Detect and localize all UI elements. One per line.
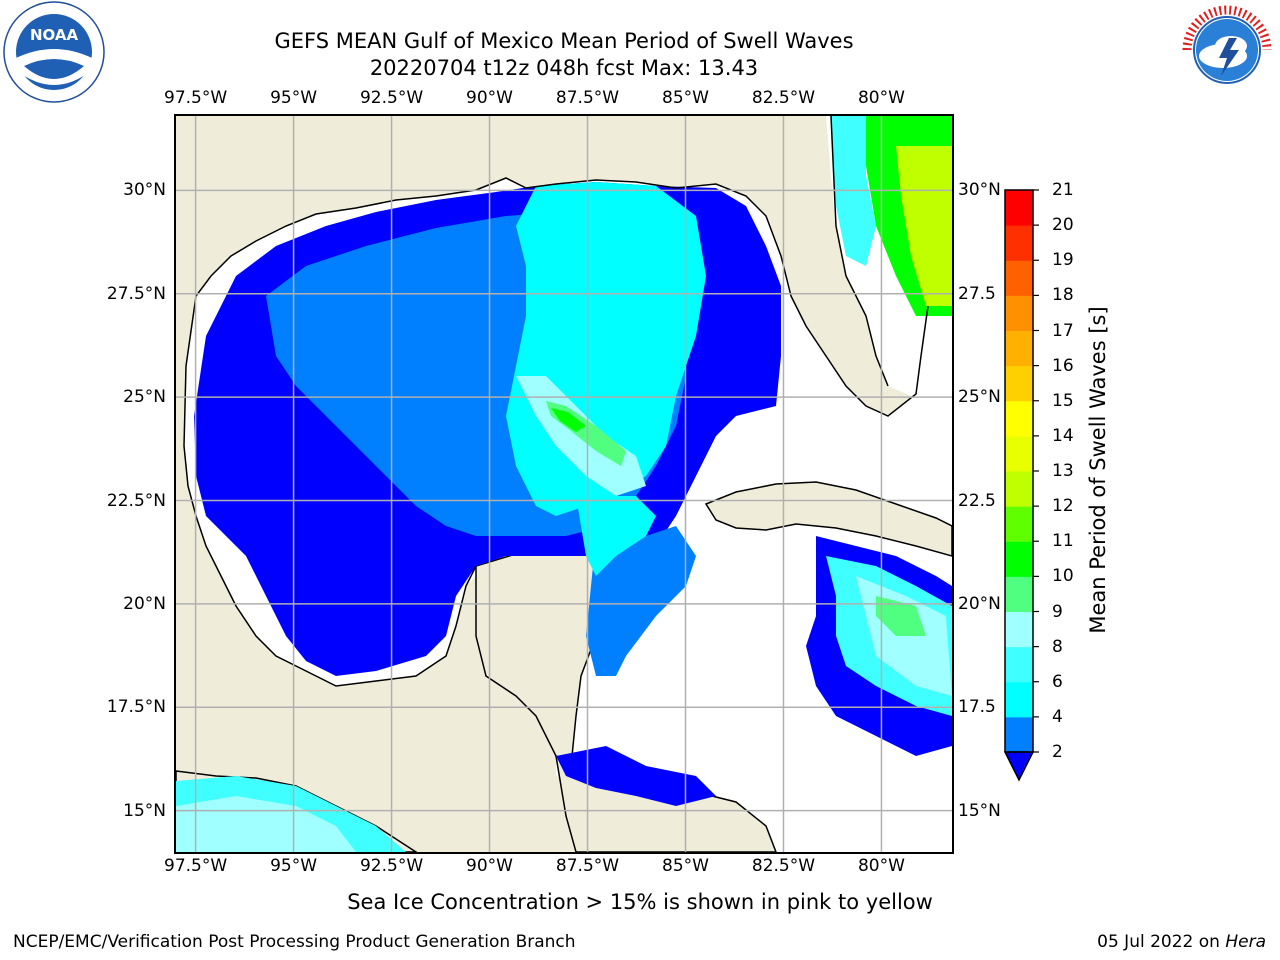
colorbar-tick-label: 15 [1052, 390, 1074, 411]
colorbar-label: Mean Period of Swell Waves [s] [1086, 306, 1110, 634]
chart-subtitle: 20220704 t12z 048h fcst Max: 13.43 [369, 56, 759, 80]
longitude-label: 87.5°W [555, 856, 620, 876]
colorbar-tick-label: 8 [1052, 636, 1063, 657]
longitude-label: 92.5°W [359, 856, 424, 876]
colorbar-segment [1005, 541, 1033, 577]
colorbar-tick-label: 16 [1052, 355, 1074, 376]
graticule [176, 116, 952, 852]
colorbar-tick-label: 17 [1052, 320, 1074, 341]
longitude-label: 80°W [857, 856, 905, 876]
colorbar-segment [1005, 716, 1033, 753]
noaa-logo-icon: NOAA [3, 1, 105, 103]
colorbar-segment [1005, 260, 1033, 296]
colorbar-segment [1005, 400, 1033, 437]
latitude-label: 30°N [123, 180, 166, 201]
latitude-label: 17.5°N [106, 697, 166, 718]
longitude-label: 85°W [662, 88, 709, 108]
colorbar-segment [1005, 646, 1033, 683]
colorbar-segment [1005, 611, 1033, 648]
coastline [185, 177, 929, 417]
chart-title: GEFS MEAN Gulf of Mexico Mean Period of … [274, 29, 854, 53]
footer-date: 05 Jul 2022 on Hera [1097, 932, 1266, 952]
colorbar [1003, 189, 1039, 782]
colorbar-tick-label: 18 [1052, 285, 1074, 306]
colorbar-tick-label: 11 [1052, 531, 1074, 552]
latitude-label: 25°N [123, 387, 166, 408]
latitude-label-right: 17.5 [958, 697, 996, 718]
longitude-label: 87.5°W [555, 88, 620, 108]
colorbar-segment [1005, 225, 1033, 261]
longitude-label: 95°W [270, 88, 318, 108]
longitude-label: 97.5°W [164, 856, 228, 876]
colorbar-tick-label: 12 [1052, 496, 1074, 517]
colorbar-segment [1005, 365, 1033, 402]
latitude-label: 20°N [123, 593, 166, 614]
colorbar-segment [1005, 330, 1033, 367]
footer-host: Hera [1225, 932, 1266, 952]
latitude-label-right: 15°N [958, 800, 1001, 821]
longitude-label: 97.5°W [164, 88, 228, 108]
latitude-label-right: 30°N [958, 180, 1001, 201]
colorbar-tick-label: 20 [1052, 215, 1074, 236]
longitude-label: 90°W [466, 88, 514, 108]
latitude-label: 22.5°N [106, 490, 166, 511]
longitude-label: 80°W [857, 88, 905, 108]
latitude-label-right: 27.5 [958, 283, 996, 304]
gulf-of-mexico-map [176, 116, 952, 852]
colorbar-segment [1005, 681, 1033, 718]
longitude-label: 82.5°W [751, 88, 816, 108]
longitude-label: 92.5°W [359, 88, 424, 108]
colorbar-tick-label: 2 [1052, 742, 1063, 762]
colorbar-tick-label: 6 [1052, 671, 1063, 692]
noaa-logo-text: NOAA [30, 26, 79, 44]
colorbar-tick-label: 14 [1052, 425, 1074, 446]
colorbar-tick-label: 4 [1052, 706, 1063, 727]
colorbar-extend-triangle [1003, 751, 1035, 782]
longitude-label: 95°W [270, 856, 318, 876]
colorbar-segment [1005, 471, 1033, 507]
latitude-label: 15°N [123, 800, 166, 821]
latitude-label-right: 22.5 [958, 490, 996, 511]
map-frame [174, 114, 954, 854]
footer-date-text: 05 Jul 2022 on [1097, 932, 1220, 952]
colorbar-segment [1005, 576, 1033, 612]
longitude-label: 85°W [662, 856, 709, 876]
colorbar-tick-label: 13 [1052, 461, 1074, 481]
colorbar-tick-label: 19 [1052, 250, 1074, 271]
latitude-label-right: 20°N [958, 593, 1001, 614]
colorbar-segment [1005, 435, 1033, 472]
colorbar-tick-label: 9 [1052, 601, 1063, 622]
colorbar-tick-label: 21 [1052, 180, 1074, 200]
colorbar-tick-label: 10 [1052, 566, 1074, 587]
colorbar-segment [1005, 295, 1033, 331]
wave-period-field [176, 116, 952, 852]
nws-logo-icon [1179, 2, 1275, 98]
longitude-label: 82.5°W [751, 856, 816, 876]
colorbar-segment [1005, 190, 1033, 226]
colorbar-segment [1005, 506, 1033, 542]
footer-credit: NCEP/EMC/Verification Post Processing Pr… [13, 932, 576, 952]
sea-ice-note: Sea Ice Concentration > 15% is shown in … [347, 890, 933, 914]
latitude-label: 27.5°N [106, 283, 166, 304]
latitude-label-right: 25°N [958, 387, 1001, 408]
longitude-label: 90°W [466, 856, 514, 876]
